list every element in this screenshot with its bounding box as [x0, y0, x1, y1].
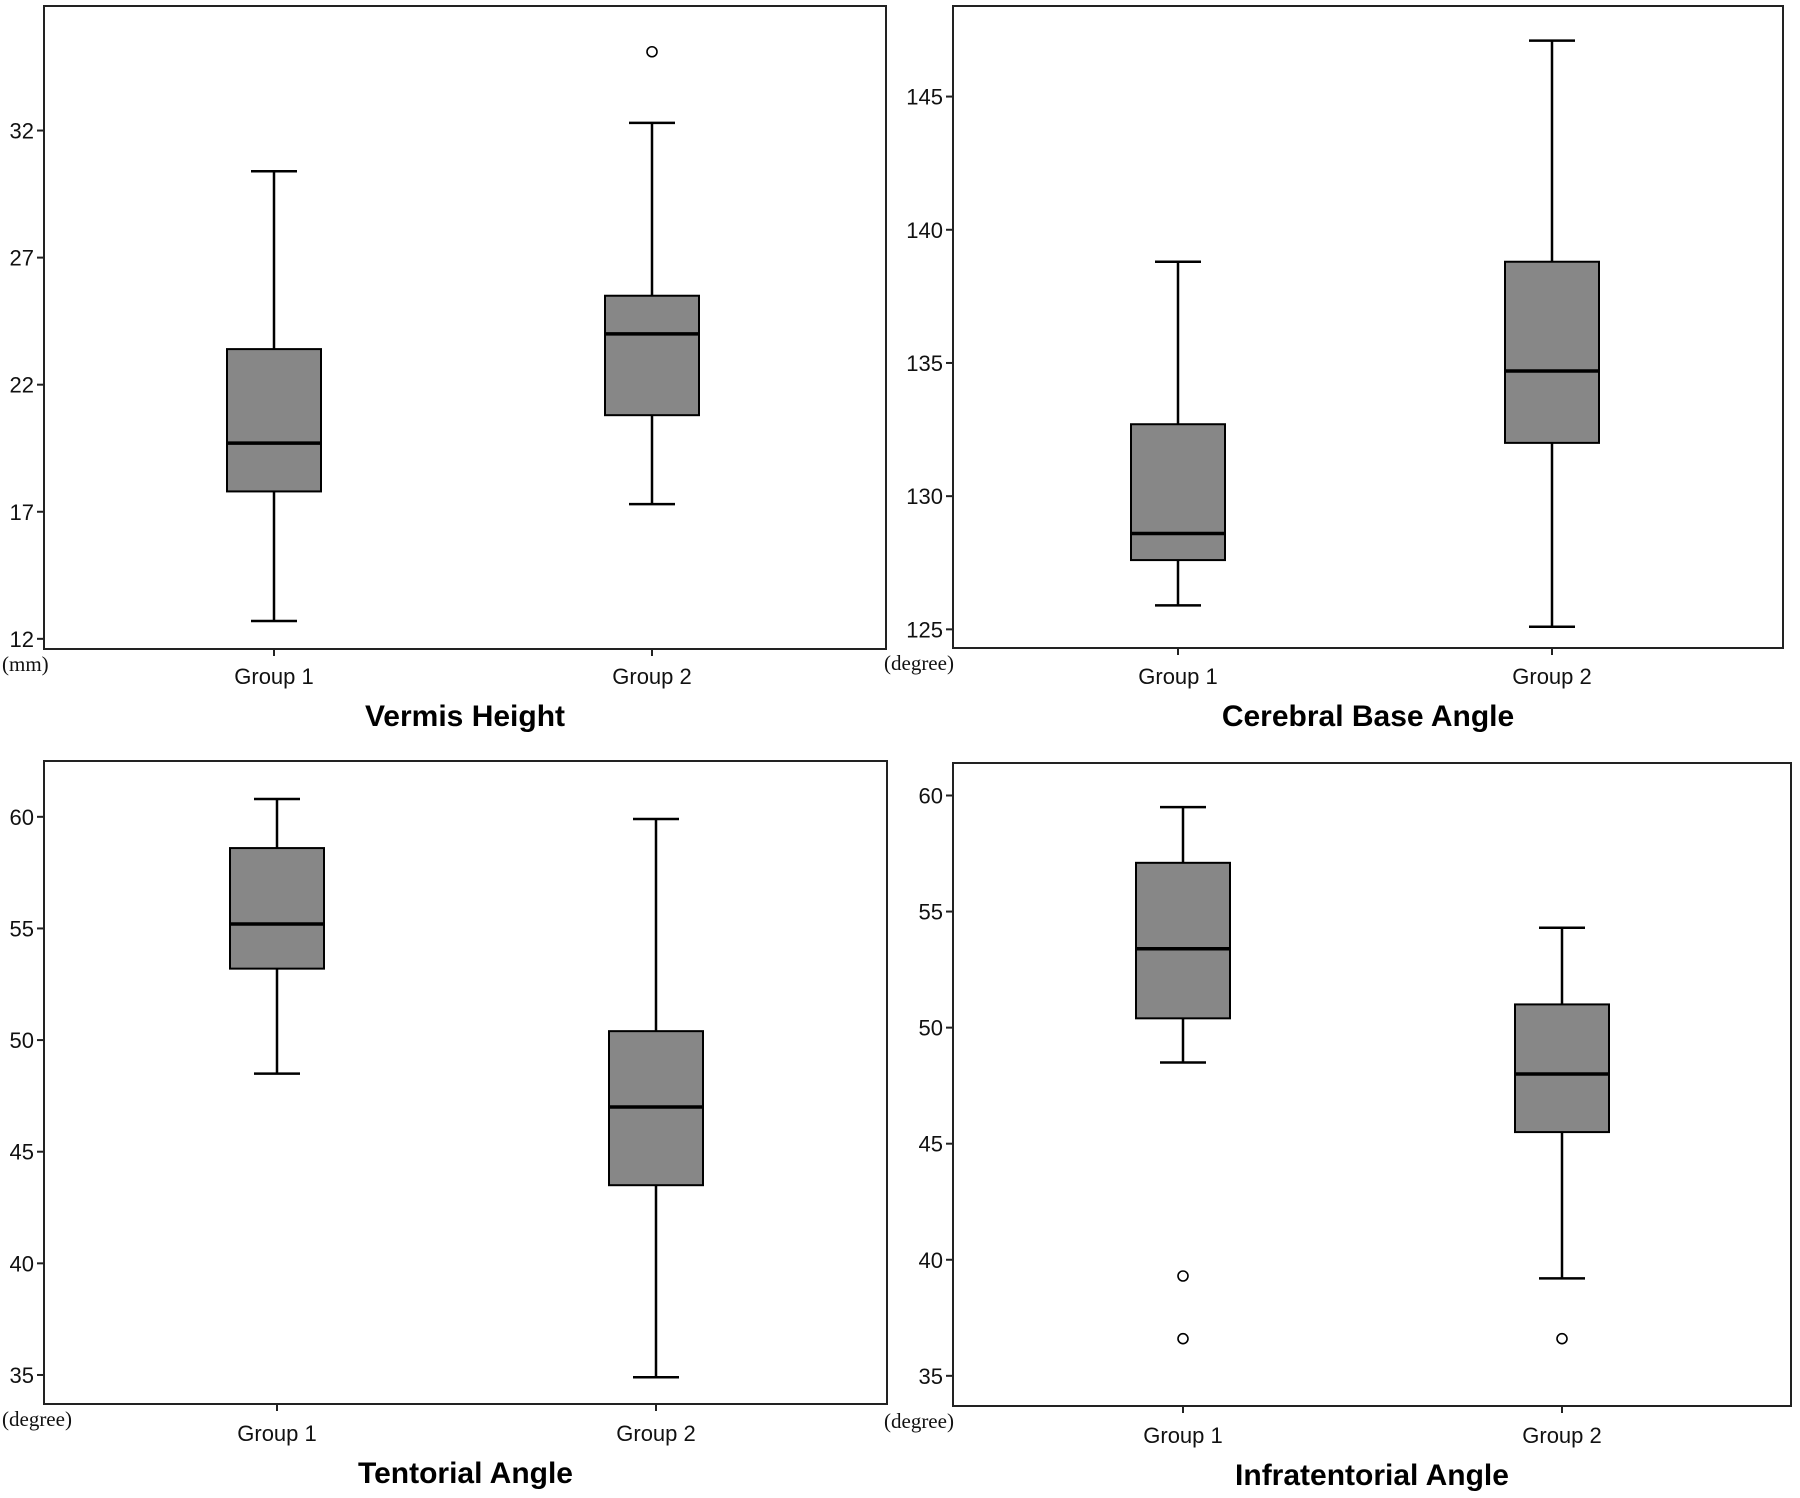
y-tick-label: 35: [10, 1363, 34, 1388]
y-tick-label: 45: [919, 1132, 943, 1157]
y-tick-label: 50: [919, 1016, 943, 1041]
plot-frame: [43, 5, 887, 650]
box-group-2: [608, 817, 704, 1379]
panel-title: Cerebral Base Angle: [1222, 700, 1514, 733]
x-category-label: Group 2: [1522, 1423, 1602, 1448]
y-tick-label: 55: [10, 916, 34, 941]
plot-frame: [43, 760, 888, 1405]
box-group-1: [1130, 260, 1226, 607]
box-group-1: [226, 169, 322, 623]
y-tick-label: 135: [906, 351, 943, 376]
y-unit-label: (degree): [884, 651, 954, 675]
iqr-box: [604, 294, 700, 417]
panel-4: 35 40 45 50 55 60 (degree) Group 1 Group 2 Infrat…: [884, 762, 1792, 1492]
iqr-box: [1514, 1003, 1610, 1134]
y-tick-label: 35: [919, 1364, 943, 1389]
y-tick-label: 140: [906, 218, 943, 243]
y-tick-label: 55: [919, 900, 943, 925]
plot-frame: [952, 5, 1784, 649]
y-tick-label: 12: [10, 627, 34, 652]
outlier-point: [1177, 1332, 1189, 1345]
y-tick-label: 45: [10, 1140, 34, 1165]
box-group-2: [1504, 39, 1600, 628]
y-tick-label: 60: [919, 783, 943, 808]
y-tick-label: 145: [906, 85, 943, 110]
x-category-label: Group 2: [616, 1421, 696, 1446]
panel-1: 12 17 22 27 32 (mm) Group 1 Group 2 Vermis Heigh…: [2, 5, 887, 733]
x-category-label: Group 2: [612, 664, 692, 689]
iqr-box: [229, 847, 325, 970]
x-category-label: Group 1: [1138, 664, 1218, 689]
y-tick-label: 130: [906, 484, 943, 509]
y-tick-label: 32: [10, 119, 34, 144]
y-tick-label: 27: [10, 246, 34, 271]
y-tick-label: 125: [906, 617, 943, 642]
x-category-label: Group 1: [237, 1421, 317, 1446]
outlier-point: [1556, 1332, 1568, 1345]
plot-frame: [952, 762, 1792, 1407]
x-category-label: Group 1: [1143, 1423, 1223, 1448]
iqr-box: [1135, 861, 1231, 1020]
panel-title: Vermis Height: [365, 700, 565, 733]
x-category-label: Group 2: [1512, 664, 1592, 689]
y-unit-label: (mm): [2, 652, 49, 676]
y-unit-label: (degree): [2, 1407, 72, 1431]
iqr-box: [1504, 260, 1600, 444]
y-tick-label: 50: [10, 1028, 34, 1053]
box-group-2: [1514, 926, 1610, 1345]
outlier-point: [1177, 1270, 1189, 1282]
y-tick-label: 40: [10, 1251, 34, 1276]
y-tick-label: 60: [10, 805, 34, 830]
outlier-point: [646, 45, 658, 58]
panel-3: 35 40 45 50 55 60 (degree) Group 1 Group 2 Tentor…: [2, 760, 888, 1490]
box-group-1: [229, 797, 325, 1075]
box-group-1: [1135, 805, 1231, 1345]
iqr-box: [1130, 423, 1226, 562]
panel-title: Infratentorial Angle: [1235, 1459, 1509, 1492]
box-group-2: [604, 45, 700, 506]
x-category-label: Group 1: [234, 664, 314, 689]
iqr-box: [226, 348, 322, 493]
panel-title: Tentorial Angle: [358, 1457, 573, 1490]
panel-2: 125 130 135 140 145 (degree) Group 1 Group 2 Cer…: [884, 5, 1784, 733]
y-tick-label: 17: [10, 500, 34, 525]
y-tick-label: 22: [10, 373, 34, 398]
y-unit-label: (degree): [884, 1409, 954, 1433]
y-tick-label: 40: [919, 1248, 943, 1273]
